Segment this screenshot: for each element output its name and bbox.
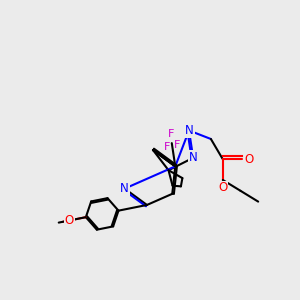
Text: N: N bbox=[184, 124, 194, 137]
Text: F: F bbox=[174, 140, 180, 150]
Text: N: N bbox=[120, 182, 129, 195]
Text: F: F bbox=[168, 129, 174, 139]
Text: O: O bbox=[218, 182, 227, 194]
Text: F: F bbox=[164, 142, 170, 152]
Text: O: O bbox=[65, 214, 74, 227]
Text: O: O bbox=[244, 153, 254, 166]
Text: N: N bbox=[189, 151, 198, 164]
